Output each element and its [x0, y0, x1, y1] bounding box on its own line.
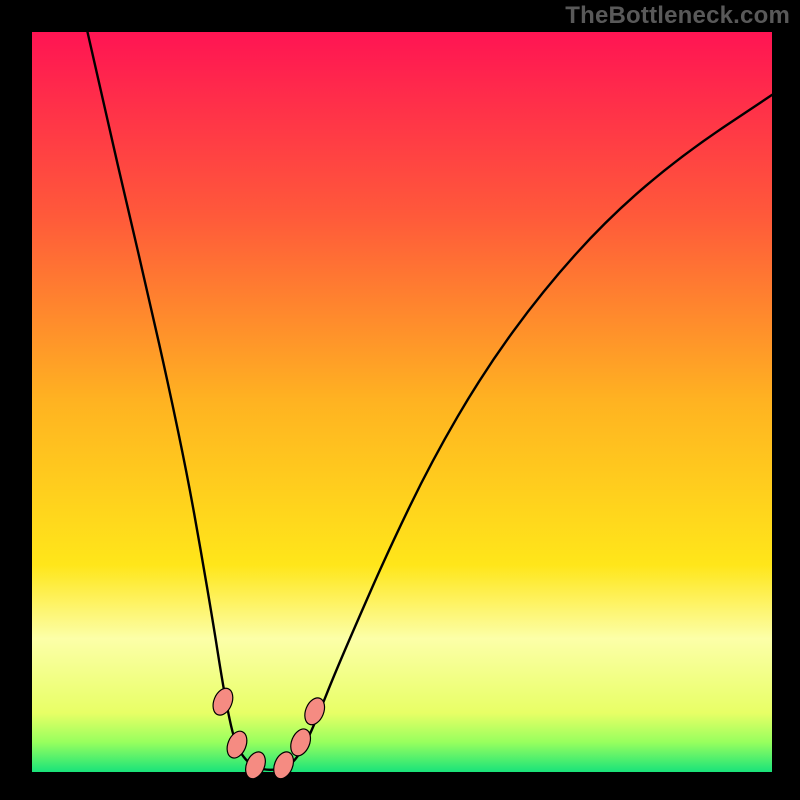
watermark-text: TheBottleneck.com — [565, 2, 790, 30]
chart-svg — [0, 0, 800, 800]
curve-marker — [223, 728, 250, 761]
curve-marker — [242, 749, 269, 782]
bottleneck-curve — [88, 32, 773, 770]
curve-marker — [209, 685, 236, 718]
chart-container: TheBottleneck.com — [0, 0, 800, 800]
